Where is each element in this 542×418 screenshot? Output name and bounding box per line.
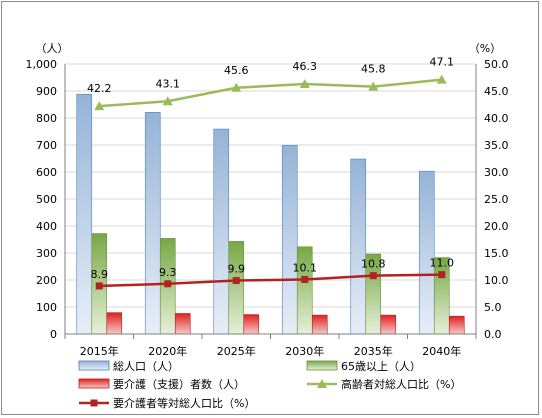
marker-elderly-ratio <box>299 78 310 88</box>
legend: 総人口（人） 65歳以上（人） 要介護（支援）者数（人） 高齢者対総人口比（%） 要介護… <box>78 359 461 410</box>
data-label-care-ratio: 10.8 <box>361 258 386 271</box>
y-right-unit-label: （%） <box>469 42 501 55</box>
bar-care-needed <box>243 314 260 335</box>
marker-elderly-ratio <box>436 74 447 84</box>
y-right-tick-label: 0.0 <box>484 328 502 341</box>
bar-total-population <box>418 170 435 335</box>
y-right-tick-label: 25.0 <box>484 193 509 206</box>
data-label-elderly-ratio: 45.8 <box>361 63 386 76</box>
data-label-care-ratio: 9.9 <box>228 263 246 276</box>
y-right-tick-label: 35.0 <box>484 139 509 152</box>
y-left-tick-label: 900 <box>36 85 57 98</box>
lines: 42.2 43.1 45.6 46.3 45.8 47.1 8.9 9.3 9.9 10.1 10.… <box>87 56 454 290</box>
y-left-tick-label: 0 <box>50 328 57 341</box>
legend-label: 総人口（人） <box>113 359 179 373</box>
bar-total-population <box>281 144 298 335</box>
bar-total-population <box>350 158 367 335</box>
bar-age-65-plus <box>296 246 313 335</box>
bar-age-65-plus <box>228 241 245 335</box>
bar-care-needed <box>174 313 191 335</box>
legend-label: 要介護者等対総人口比（%） <box>113 396 255 410</box>
data-label-care-ratio: 8.9 <box>91 268 109 281</box>
y-right-tick-label: 45.0 <box>484 85 509 98</box>
legend-swatch <box>78 360 110 371</box>
y-right-tick-label: 20.0 <box>484 220 509 233</box>
y-right-tick-label: 40.0 <box>484 112 509 125</box>
x-tick-label: 2040年 <box>422 344 461 358</box>
y-right-tick-label: 30.0 <box>484 166 509 179</box>
marker-elderly-ratio <box>162 96 173 106</box>
gridlines <box>65 63 476 308</box>
marker-care-ratio <box>438 271 446 279</box>
data-label-elderly-ratio: 42.2 <box>87 82 112 95</box>
y-right-tick-label: 5.0 <box>484 301 502 314</box>
bar-care-needed <box>311 314 328 335</box>
legend-label: 要介護（支援）者数（人） <box>113 377 245 391</box>
marker-care-ratio <box>164 280 172 288</box>
axes: 0 100 200 300 400 500 600 700 800 900 1,000 0.0 5.0 1… <box>26 42 509 358</box>
y-left-unit-label: （人） <box>36 42 69 55</box>
bar-total-population <box>144 112 161 335</box>
legend-label: 高齢者対総人口比（%） <box>341 377 461 391</box>
y-right-tick-label: 50.0 <box>484 58 509 71</box>
y-left-tick-label: 700 <box>36 139 57 152</box>
x-tick-label: 2025年 <box>217 344 256 358</box>
marker-care-ratio <box>95 282 103 290</box>
data-label-care-ratio: 11.0 <box>430 257 455 270</box>
y-left-tick-label: 600 <box>36 166 57 179</box>
x-tick-label: 2030年 <box>285 344 324 358</box>
y-left-tick-label: 300 <box>36 247 57 260</box>
y-right-tick-label: 10.0 <box>484 274 509 287</box>
y-left-tick-label: 800 <box>36 112 57 125</box>
y-left-tick-label: 1,000 <box>26 58 58 71</box>
y-left-tick-label: 500 <box>36 193 57 206</box>
marker-elderly-ratio <box>231 82 242 92</box>
data-label-elderly-ratio: 47.1 <box>430 56 455 69</box>
legend-swatch <box>306 360 338 371</box>
legend-marker <box>317 379 327 388</box>
bar-total-population <box>213 128 230 335</box>
data-label-elderly-ratio: 45.6 <box>224 64 249 77</box>
marker-care-ratio <box>369 272 377 280</box>
bar-care-needed <box>448 315 465 335</box>
y-left-tick-label: 100 <box>36 301 57 314</box>
y-left-tick-label: 400 <box>36 220 57 233</box>
y-right-tick-label: 15.0 <box>484 247 509 260</box>
x-tick-label: 2015年 <box>80 344 119 358</box>
legend-swatch <box>78 378 110 389</box>
marker-elderly-ratio <box>94 101 105 111</box>
data-label-care-ratio: 9.3 <box>159 266 177 279</box>
bar-total-population <box>76 93 93 335</box>
bars <box>76 93 465 335</box>
x-tick-label: 2020年 <box>148 344 187 358</box>
y-left-tick-label: 200 <box>36 274 57 287</box>
data-label-elderly-ratio: 46.3 <box>293 60 318 73</box>
bar-care-needed <box>380 314 397 335</box>
legend-marker <box>90 399 98 407</box>
x-tick-label: 2035年 <box>354 344 393 358</box>
bar-care-needed <box>106 312 123 335</box>
line-elderly-ratio <box>99 78 442 108</box>
marker-care-ratio <box>301 275 309 283</box>
legend-label: 65歳以上（人） <box>341 360 421 373</box>
data-label-elderly-ratio: 43.1 <box>156 77 181 90</box>
data-label-care-ratio: 10.1 <box>293 261 318 274</box>
line-care-ratio <box>99 273 442 288</box>
marker-care-ratio <box>232 277 240 285</box>
marker-elderly-ratio <box>368 81 379 91</box>
